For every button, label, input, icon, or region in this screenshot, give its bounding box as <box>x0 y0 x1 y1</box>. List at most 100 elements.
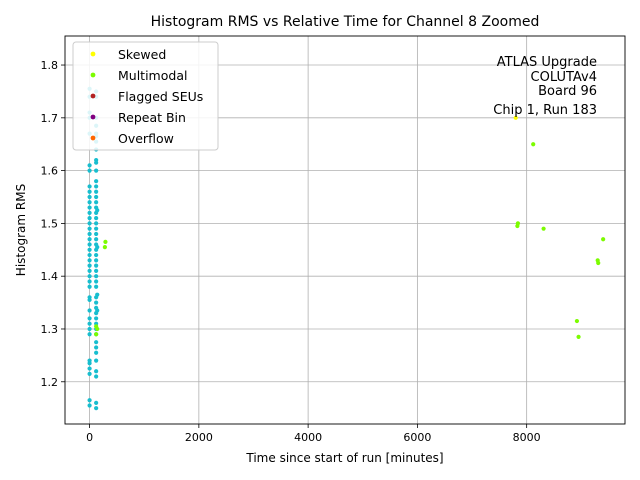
data-point <box>94 200 99 205</box>
data-point <box>94 258 99 263</box>
data-point <box>87 263 92 268</box>
data-point <box>94 284 99 289</box>
annotation-line: COLUTAv4 <box>531 70 597 85</box>
data-point <box>87 398 92 403</box>
data-point <box>94 369 99 374</box>
data-point <box>95 208 100 213</box>
x-tick-label: 2000 <box>185 431 213 444</box>
data-point <box>94 168 99 173</box>
grid <box>65 36 625 424</box>
data-point <box>87 189 92 194</box>
x-axis-ticks: 0 2000 4000 6000 8000 <box>86 424 541 444</box>
data-point <box>87 321 92 326</box>
data-point <box>87 226 92 231</box>
legend-marker <box>90 135 96 141</box>
data-point <box>87 326 92 332</box>
data-point <box>87 371 92 376</box>
data-point <box>87 200 92 205</box>
legend-label: Flagged SEUs <box>118 89 203 104</box>
data-point <box>94 231 99 237</box>
data-point <box>94 179 99 184</box>
data-point <box>94 350 99 355</box>
y-tick-label: 1.7 <box>41 112 59 125</box>
data-point <box>94 263 99 268</box>
data-point <box>94 274 99 279</box>
data-point <box>87 358 92 363</box>
axes-frame <box>64 35 626 425</box>
data-point <box>94 358 99 363</box>
legend-label: Repeat Bin <box>118 110 186 125</box>
y-tick-label: 1.6 <box>41 165 59 178</box>
data-point <box>513 115 518 120</box>
data-point <box>94 316 99 321</box>
data-point <box>574 318 580 324</box>
data-point <box>87 221 92 226</box>
legend-label: Multimodal <box>118 68 187 83</box>
data-point <box>87 184 92 189</box>
data-point <box>94 157 99 163</box>
legend-marker <box>90 93 96 99</box>
y-tick-label: 1.5 <box>41 217 59 230</box>
data-point <box>87 295 92 300</box>
data-point <box>541 226 546 231</box>
data-point <box>94 216 99 221</box>
data-point <box>94 252 99 258</box>
data-point <box>87 274 92 279</box>
data-point <box>94 184 99 189</box>
data-point <box>87 403 92 408</box>
data-point <box>94 221 99 226</box>
data-point <box>87 308 92 313</box>
legend-label: Overflow <box>118 131 174 146</box>
data-point <box>87 316 92 321</box>
y-tick-label: 1.3 <box>41 323 59 336</box>
data-point <box>87 194 92 200</box>
data-point <box>515 221 521 226</box>
data-point <box>87 216 92 221</box>
annotation-block: ATLAS Upgrade COLUTAv4 Board 96 Chip 1, … <box>493 55 597 118</box>
data-point <box>87 247 92 252</box>
data-point <box>596 260 601 266</box>
data-point <box>94 324 99 329</box>
data-point <box>94 279 99 284</box>
data-point <box>87 284 92 289</box>
data-point <box>94 226 99 231</box>
y-tick-label: 1.8 <box>41 59 59 72</box>
data-point <box>87 210 92 215</box>
data-point <box>95 308 100 313</box>
data-point <box>102 245 107 250</box>
data-point <box>87 366 92 371</box>
data-point <box>94 340 99 345</box>
data-point <box>87 268 92 274</box>
data-point <box>531 142 536 147</box>
chart-title: Histogram RMS vs Relative Time for Chann… <box>151 14 540 30</box>
legend-marker <box>90 114 96 120</box>
annotation-line: Chip 1, Run 183 <box>493 103 597 118</box>
data-point <box>87 258 92 263</box>
legend-marker <box>90 72 96 78</box>
y-tick-label: 1.4 <box>41 270 59 283</box>
data-point <box>95 245 100 250</box>
legend-marker <box>90 51 96 57</box>
data-point <box>94 345 99 350</box>
annotation-line: ATLAS Upgrade <box>497 55 597 70</box>
x-tick-label: 0 <box>86 431 93 444</box>
data-point <box>94 374 99 379</box>
data-point <box>95 292 100 297</box>
data-point <box>87 237 92 242</box>
data-point <box>94 237 99 242</box>
legend-box <box>72 41 219 151</box>
legend-label: Skewed <box>118 47 166 62</box>
y-axis-ticks: 1.2 1.3 1.4 1.5 1.6 1.7 1.8 <box>41 59 65 389</box>
data-point <box>87 279 92 284</box>
x-tick-label: 6000 <box>403 431 431 444</box>
y-tick-label: 1.2 <box>41 376 59 389</box>
data-point <box>94 268 99 274</box>
data-point <box>87 252 92 258</box>
annotation-line: Board 96 <box>538 84 597 99</box>
data-point <box>87 168 92 173</box>
data-point <box>87 231 92 237</box>
data-point <box>87 163 92 168</box>
data-point <box>576 334 581 339</box>
data-point <box>87 242 92 247</box>
